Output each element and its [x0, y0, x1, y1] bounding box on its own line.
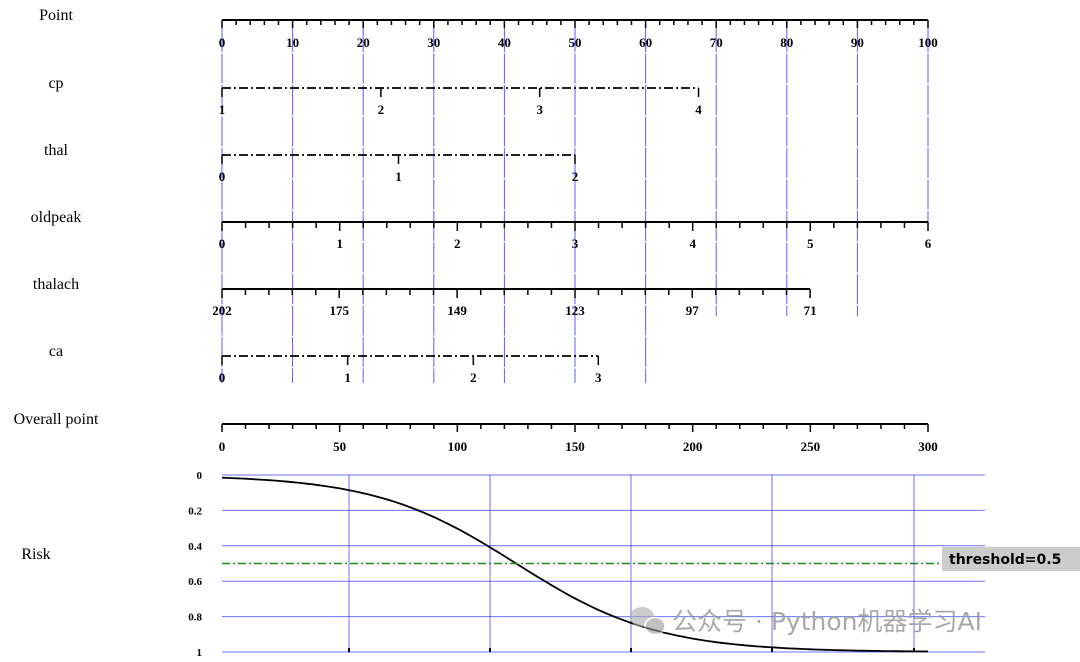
thal-level-label: 0	[219, 169, 226, 184]
row-label-point: Point	[39, 7, 73, 24]
oldpeak-level-label: 2	[454, 236, 461, 251]
cp-level-label: 1	[219, 102, 226, 117]
oldpeak-level-label: 6	[925, 236, 932, 251]
oldpeak-level-label: 3	[572, 236, 579, 251]
risk-ytick-label: 1	[197, 647, 203, 659]
overall-tick-label: 250	[801, 439, 821, 454]
overall-tick-label: 50	[333, 439, 346, 454]
point-tick-label: 50	[569, 35, 582, 50]
point-tick-label: 100	[918, 35, 938, 50]
point-tick-label: 0	[219, 35, 226, 50]
point-tick-label: 10	[286, 35, 299, 50]
watermark-text: 公众号 · Python机器学习AI	[672, 607, 982, 636]
oldpeak-level-label: 5	[807, 236, 814, 251]
oldpeak-level-label: 1	[336, 236, 343, 251]
point-tick-label: 20	[357, 35, 370, 50]
risk-ytick-label: 0.8	[188, 612, 202, 624]
threshold-label: threshold=0.5	[949, 552, 1061, 568]
thalach-level-label: 202	[212, 303, 232, 318]
thalach-level-label: 97	[686, 303, 700, 318]
risk-ytick-label: 0.4	[188, 541, 202, 553]
thal-level-label: 2	[572, 169, 579, 184]
point-tick-label: 80	[780, 35, 793, 50]
thalach-level-label: 123	[565, 303, 585, 318]
risk-ytick-label: 0.6	[188, 576, 202, 588]
ca-level-label: 3	[595, 370, 602, 385]
point-tick-label: 70	[710, 35, 723, 50]
point-tick-label: 30	[427, 35, 440, 50]
risk-ytick-label: 0	[197, 470, 203, 482]
row-label-oldpeak: oldpeak	[31, 209, 82, 226]
ca-level-label: 2	[470, 370, 477, 385]
risk-curve	[221, 476, 929, 653]
thalach-level-label: 71	[804, 303, 817, 318]
thalach-level-label: 149	[447, 303, 467, 318]
overall-tick-label: 200	[683, 439, 703, 454]
row-label-risk: Risk	[21, 546, 50, 563]
cp-level-label: 4	[695, 102, 702, 117]
thal-level-label: 1	[395, 169, 402, 184]
row-label-ca: ca	[49, 343, 63, 360]
oldpeak-level-label: 4	[689, 236, 696, 251]
overall-tick-label: 100	[448, 439, 468, 454]
ca-level-label: 0	[219, 370, 226, 385]
threshold-label-box	[942, 547, 1080, 571]
cp-level-label: 2	[378, 102, 385, 117]
point-tick-label: 90	[851, 35, 864, 50]
wechat-icon	[630, 607, 666, 636]
row-label-cp: cp	[48, 75, 63, 92]
overall-tick-label: 0	[219, 439, 226, 454]
point-tick-label: 40	[498, 35, 511, 50]
row-label-overall-point: Overall point	[14, 411, 99, 428]
overall-tick-label: 150	[565, 439, 585, 454]
row-label-thalach: thalach	[33, 276, 79, 293]
risk-ytick-label: 0.2	[188, 505, 202, 517]
overall-tick-label: 300	[918, 439, 938, 454]
ca-level-label: 1	[344, 370, 351, 385]
row-label-thal: thal	[44, 142, 69, 159]
cp-level-label: 3	[536, 102, 543, 117]
watermark: 公众号 · Python机器学习AI	[630, 607, 982, 636]
oldpeak-level-label: 0	[219, 236, 226, 251]
thalach-level-label: 175	[329, 303, 349, 318]
point-tick-label: 60	[639, 35, 652, 50]
